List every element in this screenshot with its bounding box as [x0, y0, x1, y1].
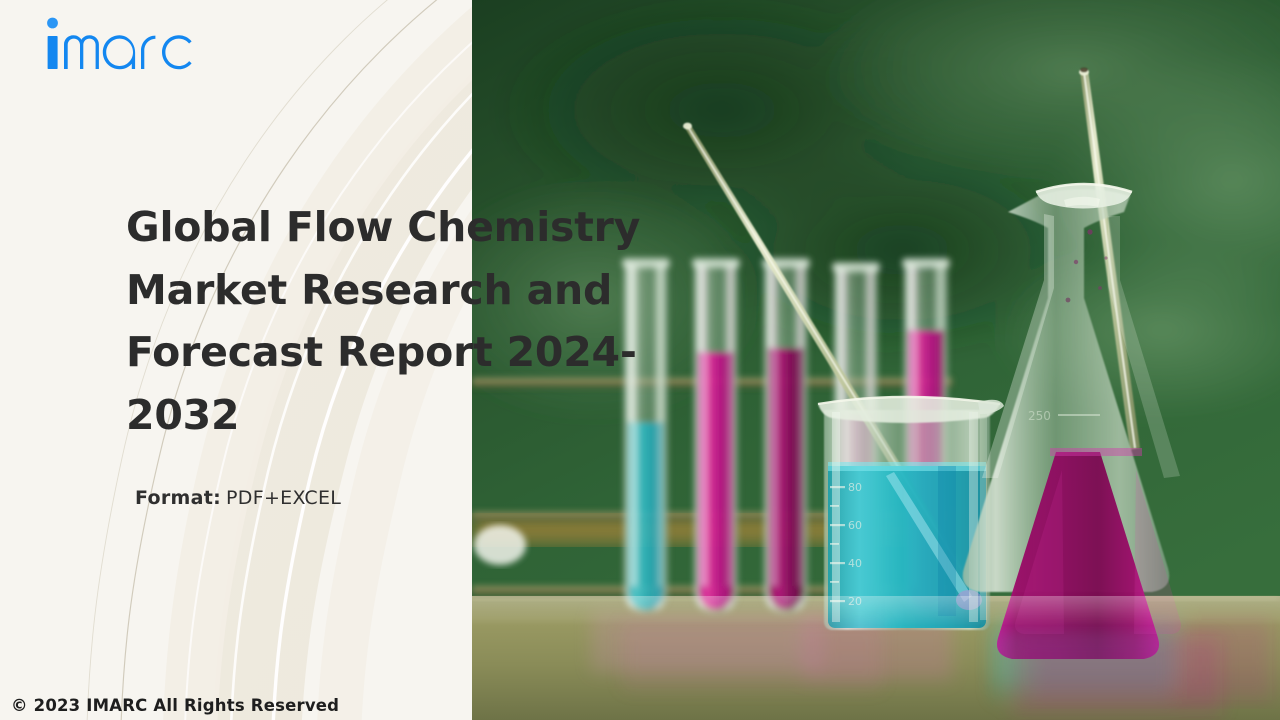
- imarc-logo-mark: [47, 17, 192, 70]
- laboratory-photo-artwork: 80 60 40 20: [472, 0, 1280, 720]
- copyright-footer: © 2023 IMARC All Rights Reserved: [11, 696, 340, 715]
- beaker: 80 60 40 20: [817, 395, 1004, 630]
- decorative-arcs: [0, 0, 472, 720]
- svg-text:60: 60: [848, 519, 862, 532]
- svg-text:250: 250: [1028, 409, 1051, 423]
- laboratory-photo: 80 60 40 20: [472, 0, 1280, 720]
- format-line: Format: PDF+EXCEL: [135, 487, 341, 509]
- stirring-rod-right: [1079, 67, 1140, 450]
- flask-label: 250: [1028, 409, 1100, 423]
- imarc-logo[interactable]: imarc: [40, 14, 210, 76]
- format-value: PDF+EXCEL: [226, 487, 342, 509]
- blurred-object: [474, 525, 526, 565]
- svg-text:40: 40: [848, 557, 862, 570]
- title-block: Global Flow Chemistry Market Research an…: [126, 196, 666, 447]
- svg-text:80: 80: [848, 481, 862, 494]
- logo-dot-icon: [47, 17, 58, 29]
- format-label: Format:: [135, 487, 222, 509]
- cover-left-panel: imarc: [0, 0, 472, 720]
- page-title: Global Flow Chemistry Market Research an…: [126, 203, 655, 440]
- table-reflections: [622, 620, 1222, 716]
